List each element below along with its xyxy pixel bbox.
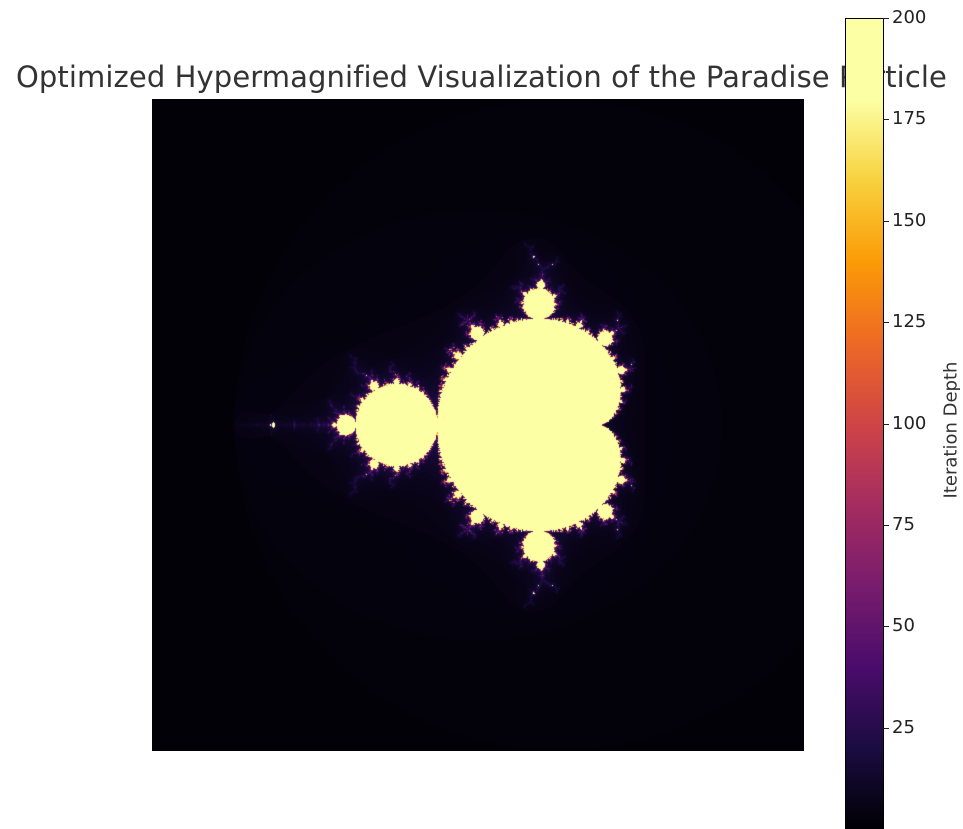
colorbar-tick-label: 175 xyxy=(892,108,927,129)
colorbar-tick-label: 50 xyxy=(892,615,915,636)
colorbar-label: Iteration Depth xyxy=(940,361,962,499)
plot-area xyxy=(152,99,804,751)
colorbar-tick-label: 75 xyxy=(892,514,915,535)
colorbar-tick-label: 200 xyxy=(892,7,927,28)
fractal-heatmap xyxy=(152,99,804,751)
colorbar-tick-label: 100 xyxy=(892,413,927,434)
colorbar xyxy=(845,18,884,829)
colorbar-tick-label: 25 xyxy=(892,717,915,738)
colorbar-tick-label: 150 xyxy=(892,210,927,231)
colorbar-tick-label: 125 xyxy=(892,311,927,332)
chart-title: Optimized Hypermagnified Visualization o… xyxy=(15,60,947,94)
